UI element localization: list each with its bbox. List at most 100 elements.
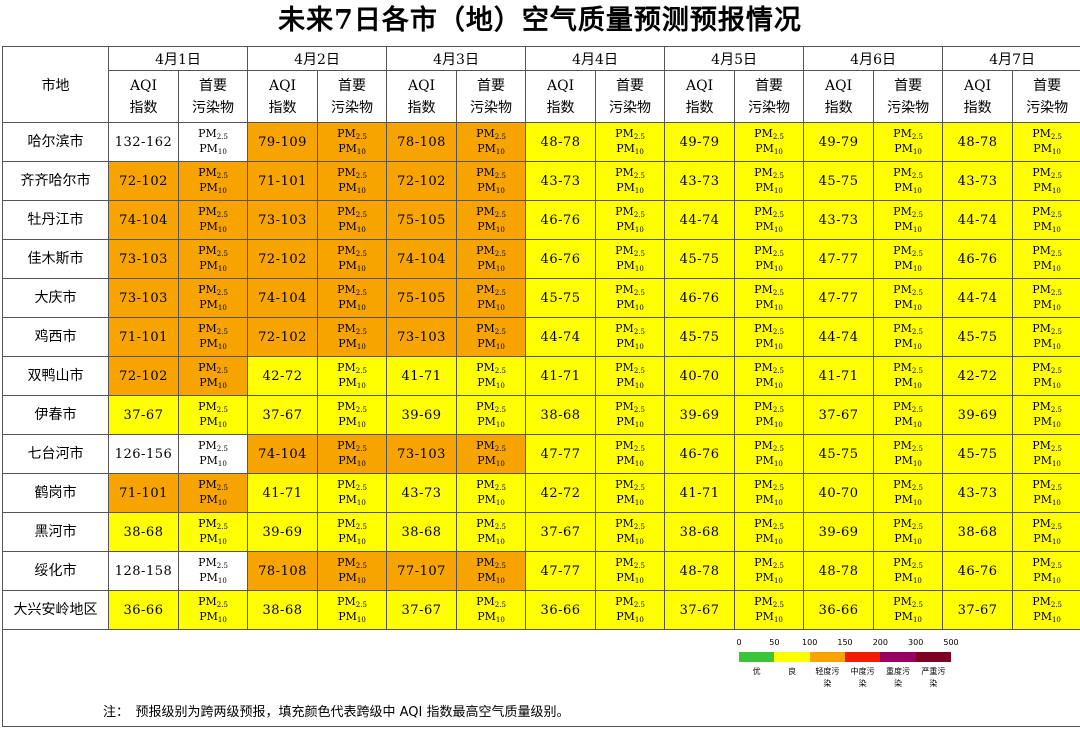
pm10-subscript: 10 xyxy=(356,616,366,624)
primary-pollutant: PM2.5 PM10 xyxy=(595,317,666,357)
pm25-subscript: 2.5 xyxy=(633,172,645,180)
pm25-label: PM xyxy=(615,244,634,257)
pm25-subscript: 2.5 xyxy=(216,172,228,180)
pm10-subscript: 10 xyxy=(634,304,644,312)
pm25-subscript: 2.5 xyxy=(633,601,645,609)
pm10-subscript: 10 xyxy=(356,187,366,195)
pm10-subscript: 10 xyxy=(1051,616,1061,624)
table-row: 黑河市 38-68 PM2.5 PM10 39-69 PM2.5 PM10 38-68 PM2.… xyxy=(2,512,1080,552)
pm10-label: PM xyxy=(199,610,218,623)
pm25-label: PM xyxy=(337,244,356,257)
pm10-subscript: 10 xyxy=(912,538,922,546)
pm25-subscript: 2.5 xyxy=(216,133,228,141)
pm25-label: PM xyxy=(754,478,773,491)
aqi-subheader-line: 指数 xyxy=(268,99,297,116)
aqi-value: 46-76 xyxy=(664,434,736,474)
aqi-value: 43-73 xyxy=(525,161,597,201)
pm10-subscript: 10 xyxy=(634,499,644,507)
pm25-subscript: 2.5 xyxy=(494,484,506,492)
city-name: 牡丹江市 xyxy=(2,200,109,240)
pm25-label: PM xyxy=(893,127,912,140)
aqi-value: 132-162 xyxy=(108,122,179,162)
pm10-subscript: 10 xyxy=(1051,265,1061,273)
pm10-label: PM xyxy=(1033,181,1052,194)
aqi-value: 38-68 xyxy=(664,512,736,552)
pm10-subscript: 10 xyxy=(495,148,505,156)
pm25-subscript: 2.5 xyxy=(633,289,645,297)
pm25-label: PM xyxy=(754,595,773,608)
aqi-subheader: AQI 指数 xyxy=(942,70,1014,123)
pm10-subscript: 10 xyxy=(773,304,783,312)
pm25-subscript: 2.5 xyxy=(355,250,367,258)
pm10-subscript: 10 xyxy=(634,460,644,468)
pm10-subscript: 10 xyxy=(356,148,366,156)
pm25-subscript: 2.5 xyxy=(911,406,923,414)
aqi-subheader-line: AQI xyxy=(546,77,575,94)
pm10-label: PM xyxy=(755,337,774,350)
primary-pollutant: PM2.5 PM10 xyxy=(456,317,527,357)
aqi-value: 44-74 xyxy=(525,317,597,357)
pm25-subscript: 2.5 xyxy=(772,484,784,492)
primary-pollutant: PM2.5 PM10 xyxy=(177,239,249,279)
pm10-subscript: 10 xyxy=(912,382,922,390)
pm10-label: PM xyxy=(1033,259,1052,272)
pm10-label: PM xyxy=(199,220,218,233)
pm10-subscript: 10 xyxy=(634,577,644,585)
aqi-subheader-line: 指数 xyxy=(963,99,992,116)
primary-pollutant: PM2.5 PM10 xyxy=(456,551,527,591)
pm10-label: PM xyxy=(894,259,913,272)
pm10-label: PM xyxy=(894,181,913,194)
pm25-label: PM xyxy=(615,439,634,452)
pm10-subscript: 10 xyxy=(773,538,783,546)
pm25-label: PM xyxy=(754,400,773,413)
pm10-subscript: 10 xyxy=(217,265,227,273)
pm10-subscript: 10 xyxy=(1051,304,1061,312)
pm10-label: PM xyxy=(616,298,635,311)
pm10-subscript: 10 xyxy=(356,265,366,273)
aqi-value: 39-69 xyxy=(942,395,1014,435)
pm25-subscript: 2.5 xyxy=(772,601,784,609)
pollutant-subheader-line: 首要 xyxy=(1033,77,1062,94)
aqi-value: 74-104 xyxy=(386,239,458,279)
aqi-value: 74-104 xyxy=(108,200,179,240)
aqi-value: 36-66 xyxy=(108,590,179,630)
pm10-subscript: 10 xyxy=(217,148,227,156)
aqi-value: 126-156 xyxy=(108,434,179,474)
aqi-value: 72-102 xyxy=(108,161,179,201)
pm25-label: PM xyxy=(615,205,634,218)
aqi-value: 78-108 xyxy=(247,551,319,591)
pm25-subscript: 2.5 xyxy=(355,484,367,492)
pollutant-subheader: 首要 污染物 xyxy=(734,70,805,123)
primary-pollutant: PM2.5 PM10 xyxy=(734,590,805,630)
pm10-subscript: 10 xyxy=(912,460,922,468)
pm25-label: PM xyxy=(1032,205,1051,218)
pm10-label: PM xyxy=(1033,298,1052,311)
pm25-subscript: 2.5 xyxy=(494,328,506,336)
aqi-value: 44-74 xyxy=(664,200,736,240)
pm10-subscript: 10 xyxy=(217,577,227,585)
pm25-label: PM xyxy=(754,556,773,569)
legend-swatch xyxy=(844,652,881,662)
aqi-value: 78-108 xyxy=(386,122,458,162)
pm25-subscript: 2.5 xyxy=(355,367,367,375)
pm10-label: PM xyxy=(338,571,357,584)
pm10-subscript: 10 xyxy=(495,460,505,468)
pm10-label: PM xyxy=(199,532,218,545)
city-name: 伊春市 xyxy=(2,395,109,435)
primary-pollutant: PM2.5 PM10 xyxy=(734,122,805,162)
pm10-label: PM xyxy=(755,220,774,233)
primary-pollutant: PM2.5 PM10 xyxy=(317,278,388,318)
pm10-subscript: 10 xyxy=(1051,460,1061,468)
pm10-subscript: 10 xyxy=(217,382,227,390)
primary-pollutant: PM2.5 PM10 xyxy=(456,434,527,474)
date-header: 4月5日 xyxy=(664,46,805,71)
pm10-subscript: 10 xyxy=(1051,421,1061,429)
pm10-subscript: 10 xyxy=(773,382,783,390)
primary-pollutant: PM2.5 PM10 xyxy=(734,512,805,552)
pm25-subscript: 2.5 xyxy=(1050,367,1062,375)
pm10-subscript: 10 xyxy=(773,421,783,429)
city-name: 鹤岗市 xyxy=(2,473,109,513)
pm25-label: PM xyxy=(754,205,773,218)
pm25-subscript: 2.5 xyxy=(911,484,923,492)
aqi-value: 38-68 xyxy=(525,395,597,435)
